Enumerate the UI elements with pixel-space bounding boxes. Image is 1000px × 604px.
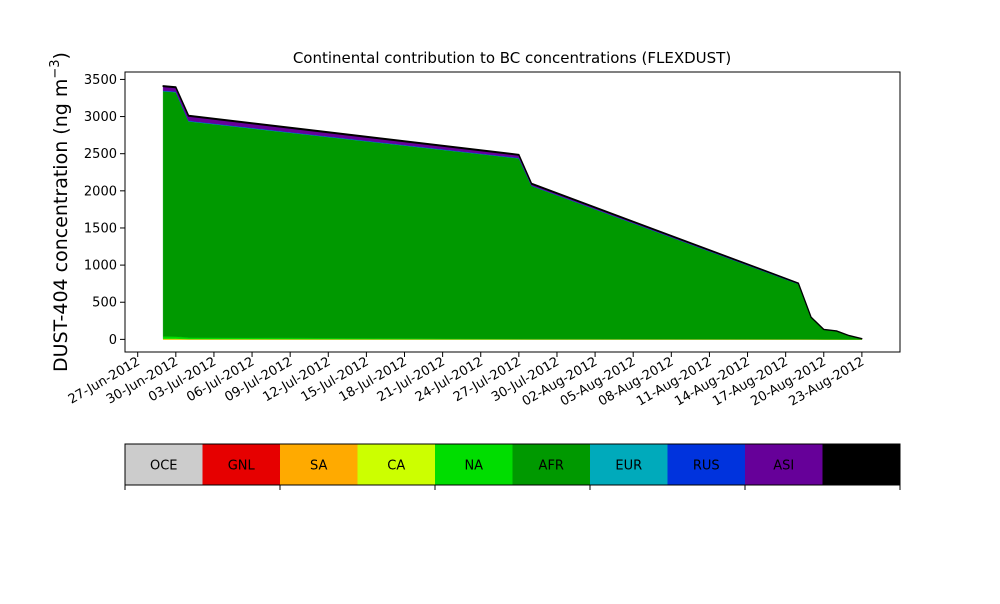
colorbar-swatch-na [435,444,513,485]
chart-title: Continental contribution to BC concentra… [293,49,731,67]
colorbar-label-rus: RUS [693,459,720,474]
colorbar-label-oce: OCE [150,459,178,474]
colorbar-swatch-oce [125,444,203,485]
colorbar-swatch-rus [667,444,746,485]
y-tick-label: 0 [109,333,117,348]
colorbar-label-afr: AFR [539,459,564,474]
colorbar-label-sa: SA [310,459,327,474]
colorbar-swatch-asi [745,444,823,485]
colorbar-swatch-afr [512,444,591,485]
colorbar-label-na: NA [464,459,483,474]
y-tick-label: 3000 [84,110,117,125]
y-axis-label: DUST-404 concentration (ng m−3) [48,52,72,372]
colorbar-swatch-gnl [202,444,281,485]
y-tick-label: 2000 [84,184,117,199]
colorbar-swatch-aus [822,444,901,485]
colorbar-label-asi: ASI [773,459,794,474]
y-tick-label: 2500 [84,147,117,162]
y-tick-label: 1500 [84,221,117,236]
colorbar-swatch-sa [280,444,358,485]
plot-area [162,85,863,340]
area-series-aus [162,85,863,340]
y-axis-label-main: DUST-404 concentration (ng m [50,79,72,372]
colorbar-swatch-ca [357,444,436,485]
plot-frame [124,71,901,353]
y-axis-label-superscript: −3 [48,59,63,78]
colorbar-legend: OCE GNL SA CA NA AFR EUR RUS ASI AUS [124,443,901,490]
y-axis-label-close: ) [50,52,72,59]
colorbar-label-aus: AUS [848,459,875,474]
colorbar-label-gnl: GNL [228,459,256,474]
colorbar-label-ca: CA [387,459,405,474]
colorbar-label-eur: EUR [615,459,642,474]
y-tick-label: 3500 [84,73,117,88]
y-tick-label: 500 [92,296,117,311]
y-tick-label: 1000 [84,259,117,274]
colorbar-swatch-eur [590,444,668,485]
colorbar-frame [124,443,901,486]
